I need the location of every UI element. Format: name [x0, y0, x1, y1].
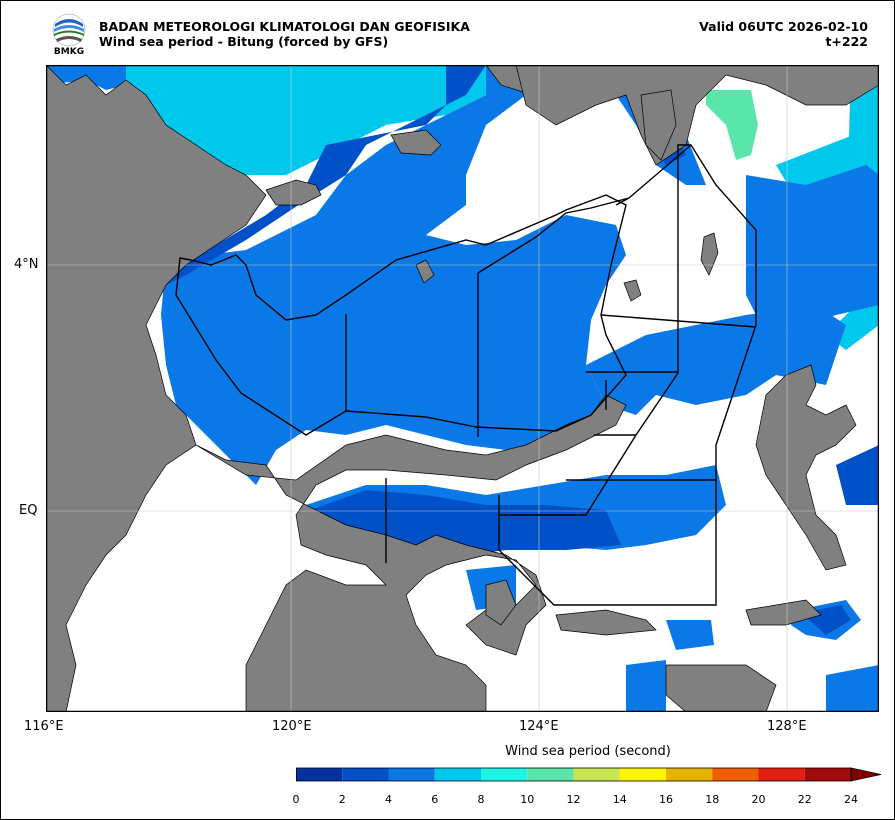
colorbar-extension-arrow — [850, 767, 882, 782]
bmkg-logo: BMKG — [52, 13, 86, 56]
y-tick-eq: EQ — [19, 503, 38, 518]
colorbar-segment — [804, 768, 851, 781]
colorbar-tick-label: 6 — [431, 793, 439, 806]
graticule — [46, 65, 879, 712]
colorbar-tick-label: 0 — [292, 793, 300, 806]
colorbar-tick-label: 2 — [338, 793, 346, 806]
colorbar-tick-label: 8 — [477, 793, 485, 806]
colorbar-tick-label: 22 — [797, 793, 812, 806]
colorbar-segment — [527, 768, 574, 781]
product-title: Wind sea period - Bitung (forced by GFS) — [99, 34, 389, 49]
colorbar-tick-label: 10 — [520, 793, 535, 806]
agency-title: BADAN METEOROLOGI KLIMATOLOGI DAN GEOFIS… — [99, 19, 470, 34]
colorbar — [296, 767, 882, 782]
colorbar-segment — [619, 768, 666, 781]
colorbar-segment — [388, 768, 435, 781]
colorbar-segment — [666, 768, 713, 781]
colorbar-segment — [573, 768, 620, 781]
colorbar-segment — [434, 768, 481, 781]
logo-text: BMKG — [54, 47, 84, 56]
colorbar-segment — [296, 768, 343, 781]
header-right: Valid 06UTC 2026-02-10 t+222 — [699, 19, 868, 49]
colorbar-tick-label: 14 — [612, 793, 627, 806]
y-tick-4n: 4°N — [14, 257, 39, 272]
x-tick-120: 120°E — [272, 719, 312, 734]
land-masses — [46, 65, 879, 712]
colorbar-segment — [342, 768, 389, 781]
colorbar-segment — [481, 768, 528, 781]
colorbar-tick-label: 4 — [385, 793, 392, 806]
colorbar-tick-label: 20 — [751, 793, 766, 806]
colorbar-tick-label: 24 — [844, 793, 858, 806]
marine-zone-boundaries — [175, 143, 757, 606]
colorbar-outline — [296, 767, 852, 782]
valid-time: Valid 06UTC 2026-02-10 — [699, 19, 868, 34]
colorbar-tick-label: 18 — [705, 793, 720, 806]
colorbar-segment — [758, 768, 805, 781]
period-field — [46, 65, 879, 712]
colorbar-tick-label: 12 — [566, 793, 581, 806]
x-tick-116: 116°E — [24, 719, 64, 734]
forecast-step: t+222 — [825, 34, 868, 49]
wind-sea-period-map — [46, 65, 879, 712]
x-tick-124: 124°E — [519, 719, 559, 734]
colorbar-tick-label: 16 — [659, 793, 673, 806]
colorbar-label: Wind sea period (second) — [505, 744, 671, 759]
x-tick-128: 128°E — [767, 719, 807, 734]
colorbar-segment — [712, 768, 759, 781]
header-left: BADAN METEOROLOGI KLIMATOLOGI DAN GEOFIS… — [99, 19, 470, 49]
